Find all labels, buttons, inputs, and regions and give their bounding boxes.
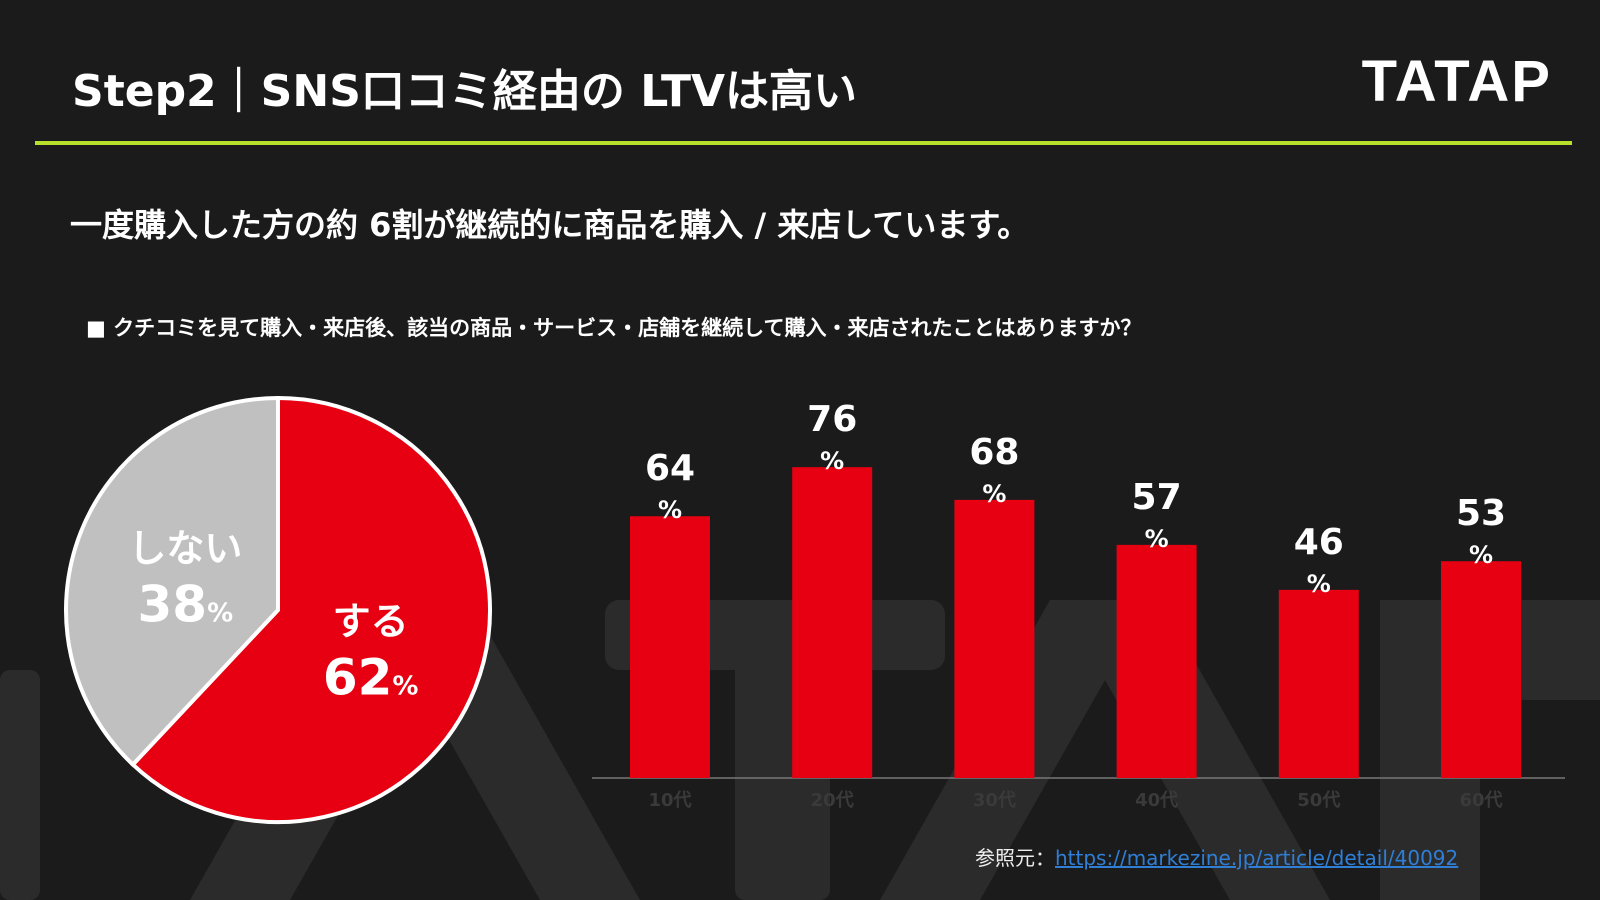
bar [954, 499, 1035, 778]
bar-value: 46 [1294, 522, 1344, 563]
bar-unit: % [1307, 570, 1331, 598]
bar-value: 64 [645, 448, 695, 489]
x-tick-label: 50代 [1297, 790, 1340, 811]
pie-slice [64, 395, 280, 768]
x-tick-label: 60代 [1459, 790, 1502, 811]
bar-unit: % [820, 447, 844, 475]
survey-question: ■ クチコミを見て購入・来店後、該当の商品・サービス・店舗を継続して購入・来店さ… [86, 316, 1142, 340]
pie-label: しない [128, 526, 242, 570]
bar-unit: % [982, 480, 1006, 508]
x-tick-label: 20代 [811, 790, 854, 811]
bar [1441, 561, 1521, 778]
source-link[interactable]: https://markezine.jp/article/detail/4009… [1055, 846, 1459, 870]
bar [792, 467, 873, 778]
bar [1278, 589, 1359, 778]
brand-logo: TATAP [1361, 49, 1552, 114]
bar-value: 68 [969, 432, 1019, 473]
source-label: 参照元： [975, 846, 1055, 870]
divider [35, 141, 1572, 145]
bar-value: 57 [1132, 477, 1182, 518]
bar [630, 516, 710, 778]
x-tick-label: 10代 [648, 790, 691, 811]
bar-unit: % [1469, 541, 1493, 569]
bar-unit: % [1145, 525, 1169, 553]
pie-slice [130, 395, 492, 824]
source: 参照元：https://markezine.jp/article/detail/… [975, 842, 1458, 871]
pie-label: する [333, 600, 409, 644]
x-tick-label: 30代 [973, 790, 1016, 811]
bar-unit: % [658, 496, 682, 524]
bar-value: 76 [807, 399, 857, 440]
page-title: Step2｜SNS口コミ経由の LTVは高い [72, 66, 858, 117]
bar [1116, 544, 1197, 778]
x-tick-label: 40代 [1135, 790, 1178, 811]
subtitle: 一度購入した方の約 6割が継続的に商品を購入 / 来店しています。 [70, 206, 1030, 244]
bar-value: 53 [1456, 493, 1506, 534]
